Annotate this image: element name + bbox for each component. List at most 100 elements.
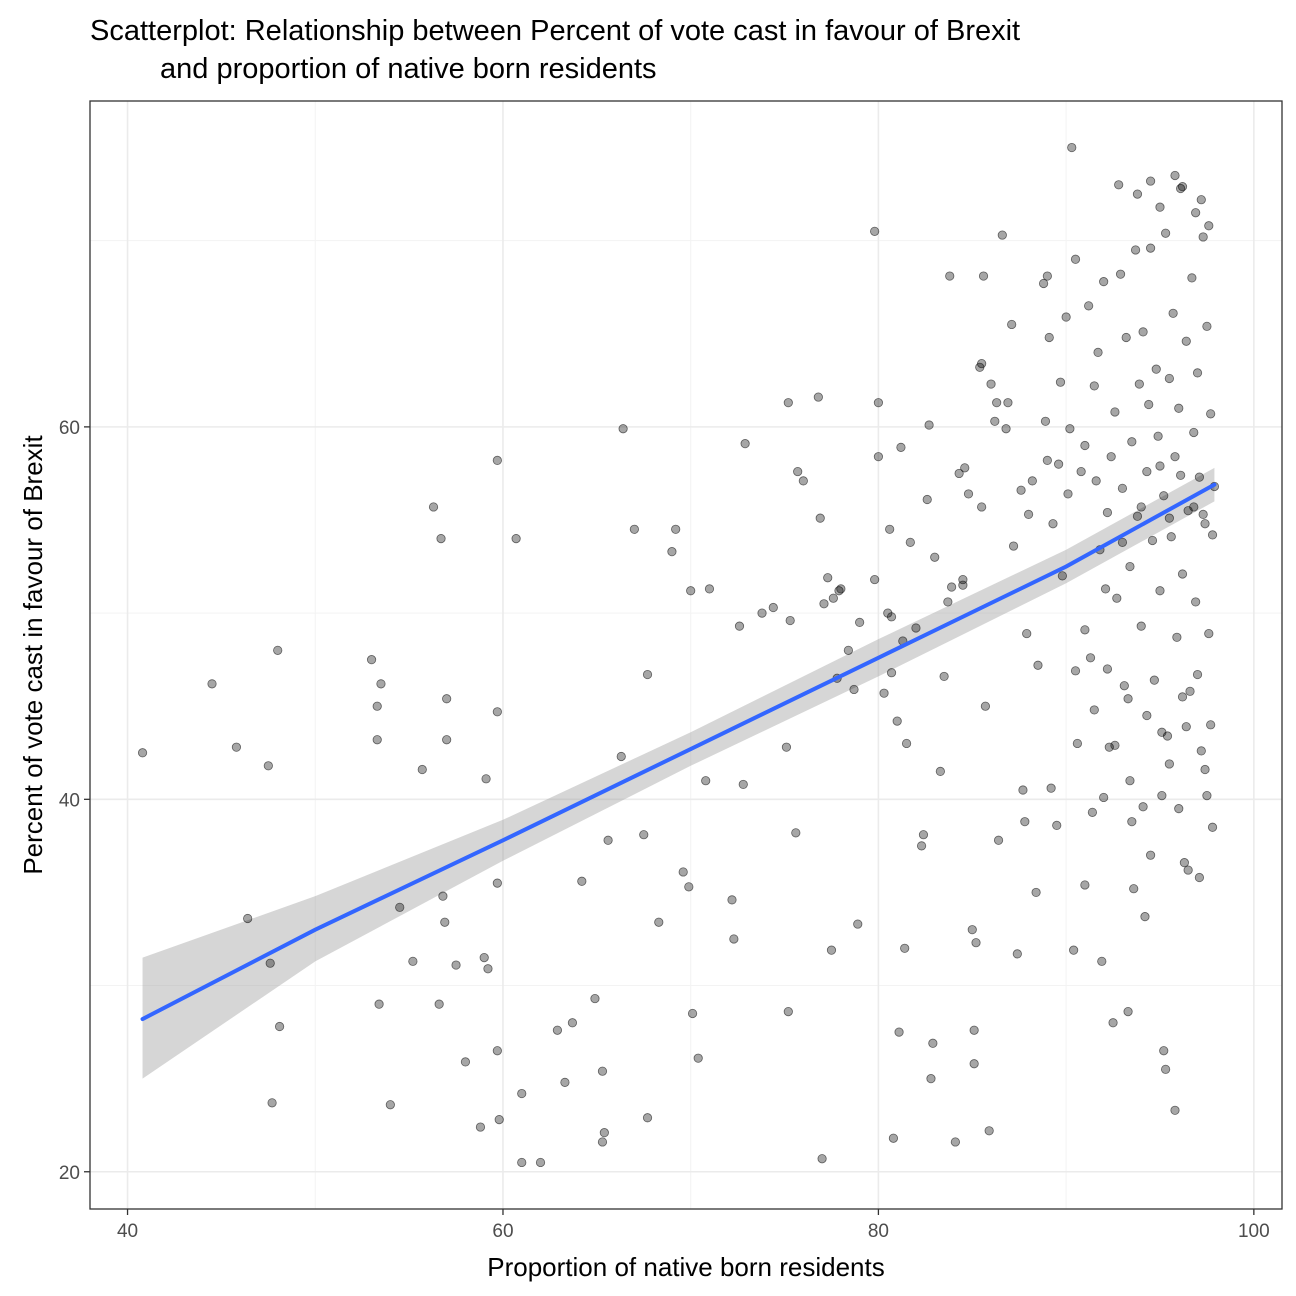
data-point (922, 494, 932, 505)
data-point (451, 960, 461, 970)
data-point (492, 707, 502, 717)
data-point (945, 271, 955, 281)
data-point (1136, 502, 1146, 512)
data-point (828, 593, 838, 603)
data-point (757, 608, 767, 618)
data-point (1138, 802, 1148, 812)
data-point (1110, 407, 1120, 417)
data-point (1166, 532, 1176, 542)
data-point (1070, 666, 1081, 676)
data-point (1177, 182, 1188, 192)
data-point (883, 608, 893, 618)
data-point (1031, 887, 1041, 898)
data-point (1061, 312, 1071, 322)
data-point (560, 1077, 570, 1087)
data-point (263, 761, 273, 771)
data-point (654, 917, 664, 927)
data-point (535, 1157, 546, 1168)
data-point (870, 574, 880, 585)
y-tick-label: 40 (59, 790, 80, 811)
data-point (1132, 189, 1143, 199)
data-point (969, 1025, 979, 1035)
data-point (1177, 692, 1188, 702)
data-point (1102, 664, 1113, 674)
data-point (704, 584, 715, 594)
chart-title-line-2: and proportion of native born residents (160, 53, 657, 85)
data-point (1054, 459, 1064, 469)
data-point (1176, 470, 1186, 480)
data-point (783, 1007, 793, 1017)
data-point (1187, 273, 1197, 283)
data-point (577, 876, 587, 886)
data-point (819, 599, 829, 609)
data-point (984, 1126, 994, 1136)
data-point (1057, 571, 1067, 581)
data-point (826, 945, 837, 955)
data-point (1155, 461, 1165, 471)
data-point (1127, 437, 1137, 447)
data-point (492, 1046, 502, 1056)
data-point (1117, 483, 1128, 493)
data-point (265, 958, 275, 968)
data-point (1022, 628, 1032, 639)
data-point (207, 679, 217, 689)
data-point (815, 513, 825, 523)
data-point (1091, 476, 1101, 486)
data-point (1181, 722, 1191, 732)
data-point (492, 455, 502, 466)
data-point (1149, 675, 1159, 685)
data-point (1157, 727, 1167, 737)
y-axis-title: Percent of vote cast in favour of Brexit (18, 435, 48, 875)
data-point (1123, 694, 1133, 704)
x-tick-label: 40 (117, 1221, 138, 1242)
confidence-ribbon (142, 467, 1215, 1079)
data-point (1200, 519, 1210, 529)
data-point (1189, 502, 1199, 512)
data-point (1189, 427, 1199, 438)
data-point (479, 953, 489, 963)
data-point (734, 621, 745, 631)
data-point (1196, 746, 1206, 756)
data-point (1142, 710, 1152, 721)
data-point (1179, 858, 1189, 868)
data-point (1093, 347, 1103, 357)
data-point (274, 1021, 285, 1032)
data-point (678, 867, 688, 877)
data-point (494, 1115, 504, 1125)
data-point (783, 398, 793, 408)
data-point (1099, 792, 1109, 803)
data-point (1044, 332, 1054, 343)
data-point (1040, 416, 1051, 426)
data-point (1194, 872, 1205, 883)
x-tick-label: 80 (868, 1221, 889, 1242)
data-point (843, 645, 853, 655)
data-point (1063, 489, 1073, 499)
data-point (1123, 1007, 1133, 1017)
data-point (1198, 232, 1208, 242)
data-point (873, 452, 884, 462)
data-point (460, 1057, 471, 1067)
data-point (817, 1154, 827, 1164)
data-point (960, 463, 970, 473)
data-point (1121, 332, 1131, 343)
x-tick-label: 100 (1238, 1221, 1270, 1242)
data-point (791, 828, 801, 838)
data-point (1194, 472, 1205, 482)
data-point (1207, 822, 1218, 832)
data-point (1108, 1018, 1118, 1028)
data-point (781, 742, 792, 752)
data-point (1172, 632, 1182, 642)
panel-border (89, 100, 1283, 1210)
data-point (552, 1025, 563, 1035)
data-point (372, 701, 382, 711)
data-point (888, 1133, 899, 1143)
data-point (436, 534, 446, 544)
data-point (1168, 308, 1178, 318)
data-point (1206, 409, 1216, 419)
data-point (870, 226, 880, 236)
data-point (1099, 277, 1109, 287)
data-point (1080, 625, 1090, 635)
data-point (1200, 764, 1210, 775)
data-point (1198, 509, 1208, 520)
data-point (1136, 621, 1146, 631)
